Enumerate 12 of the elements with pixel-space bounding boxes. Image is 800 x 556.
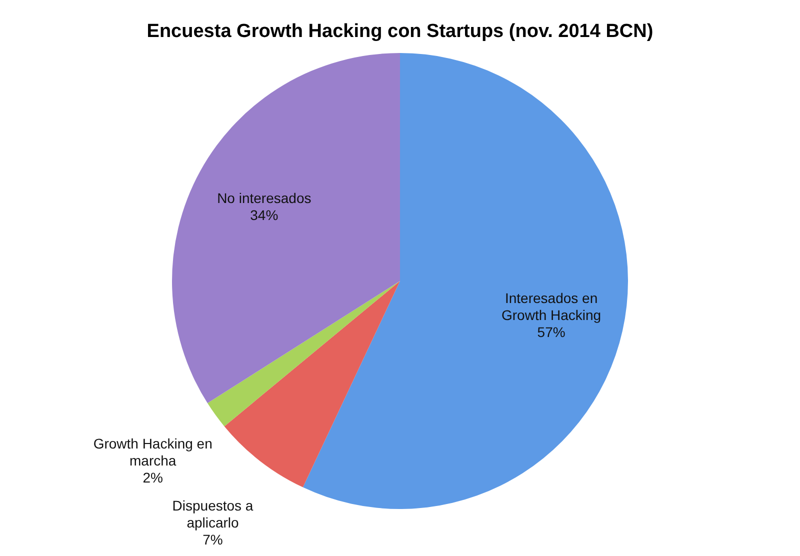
data-label: 7% <box>202 531 223 548</box>
data-label: 34% <box>250 206 278 223</box>
data-label: 57% <box>537 324 566 340</box>
slice-label: No interesados <box>217 190 312 206</box>
chart-title: Encuesta Growth Hacking con Startups (nov. 2014 BCN) <box>146 21 654 42</box>
slice-label: Dispuestos a aplicarlo <box>172 497 254 530</box>
pie-slice <box>172 53 400 404</box>
pie-slice <box>207 281 400 426</box>
slice-label: Interesados en Growth Hacking <box>502 290 602 323</box>
slice-label: Growth Hacking en marcha <box>93 436 212 469</box>
data-label: 2% <box>142 470 163 486</box>
pie-slice <box>224 281 400 488</box>
